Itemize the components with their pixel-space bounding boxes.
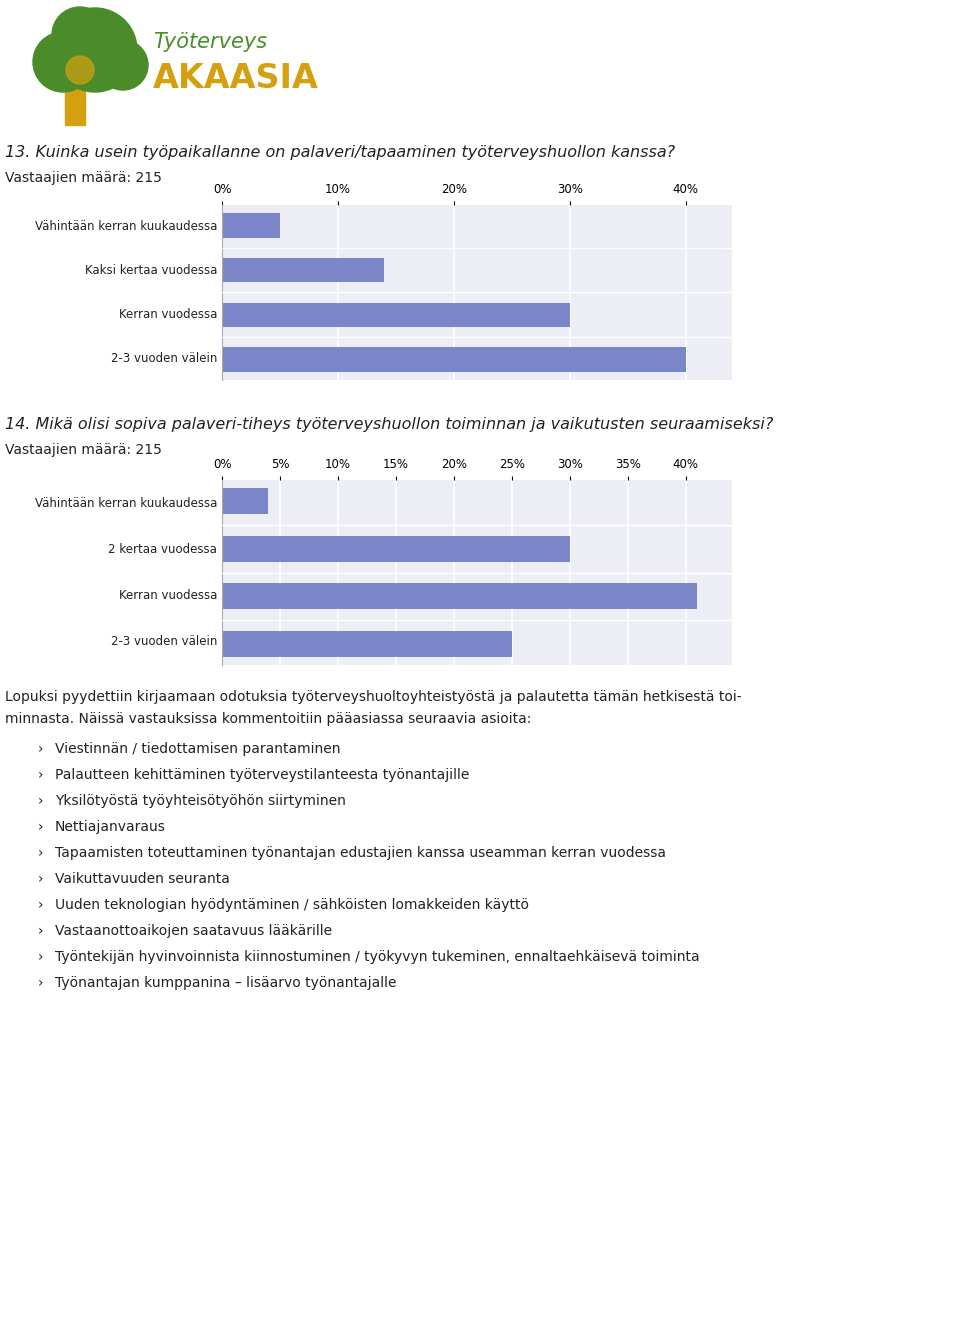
Text: Yksilötyöstä työyhteisötyöhön siirtyminen: Yksilötyöstä työyhteisötyöhön siirtymine…	[55, 794, 346, 808]
Text: ›: ›	[38, 872, 43, 886]
Text: Työntekijän hyvinvoinnista kiinnostuminen / työkyvyn tukeminen, ennaltaehkäisevä: Työntekijän hyvinvoinnista kiinnostumine…	[55, 950, 700, 964]
Text: ›: ›	[38, 768, 43, 782]
Text: 2-3 vuoden välein: 2-3 vuoden välein	[110, 352, 217, 365]
Circle shape	[53, 8, 137, 93]
Text: 2-3 vuoden välein: 2-3 vuoden välein	[110, 635, 217, 649]
Bar	[222, 214, 280, 238]
Text: Tapaamisten toteuttaminen työnantajan edustajien kanssa useamman kerran vuodessa: Tapaamisten toteuttaminen työnantajan ed…	[55, 846, 666, 860]
Circle shape	[66, 56, 94, 85]
Text: ›: ›	[38, 950, 43, 964]
Text: ›: ›	[38, 976, 43, 990]
Circle shape	[33, 32, 93, 93]
Text: Vastaajien määrä: 215: Vastaajien määrä: 215	[5, 443, 162, 457]
Text: Vähintään kerran kuukaudessa: Vähintään kerran kuukaudessa	[35, 220, 217, 234]
Bar	[222, 489, 269, 514]
Circle shape	[52, 7, 108, 63]
Bar	[222, 258, 384, 282]
Text: ›: ›	[38, 846, 43, 860]
Text: Lopuksi pyydettiin kirjaamaan odotuksia työterveyshuoltoyhteistyöstä ja palautet: Lopuksi pyydettiin kirjaamaan odotuksia …	[5, 690, 742, 704]
Text: Nettiajanvaraus: Nettiajanvaraus	[55, 821, 166, 834]
Text: Kerran vuodessa: Kerran vuodessa	[119, 308, 217, 321]
Circle shape	[98, 40, 148, 90]
Bar	[222, 302, 569, 328]
Text: ›: ›	[38, 794, 43, 808]
Polygon shape	[65, 85, 85, 125]
Bar	[222, 630, 512, 657]
Bar	[222, 536, 569, 561]
Text: ›: ›	[38, 741, 43, 756]
Text: Uuden teknologian hyödyntäminen / sähköisten lomakkeiden käyttö: Uuden teknologian hyödyntäminen / sähköi…	[55, 898, 529, 912]
Text: Viestinnän / tiedottamisen parantaminen: Viestinnän / tiedottamisen parantaminen	[55, 741, 341, 756]
Text: 2 kertaa vuodessa: 2 kertaa vuodessa	[108, 543, 217, 556]
Text: Kaksi kertaa vuodessa: Kaksi kertaa vuodessa	[84, 265, 217, 277]
Text: AKAASIA: AKAASIA	[153, 62, 319, 94]
Text: 13. Kuinka usein työpaikallanne on palaveri/tapaaminen työterveyshuollon kanssa?: 13. Kuinka usein työpaikallanne on palav…	[5, 145, 675, 160]
Text: minnasta. Näissä vastauksissa kommentoitiin pääasiassa seuraavia asioita:: minnasta. Näissä vastauksissa kommentoit…	[5, 712, 532, 727]
Text: Työnantajan kumppanina – lisäarvo työnantajalle: Työnantajan kumppanina – lisäarvo työnan…	[55, 976, 396, 990]
Text: ›: ›	[38, 898, 43, 912]
Text: Palautteen kehittäminen työterveystilanteesta työnantajille: Palautteen kehittäminen työterveystilant…	[55, 768, 469, 782]
Text: 14. Mikä olisi sopiva palaveri­tiheys työterveyshuollon toiminnan ja vaikutusten: 14. Mikä olisi sopiva palaveri­tiheys ty…	[5, 416, 774, 431]
Text: Vähintään kerran kuukaudessa: Vähintään kerran kuukaudessa	[35, 497, 217, 509]
Bar	[222, 348, 685, 372]
Text: ›: ›	[38, 821, 43, 834]
Text: Kerran vuodessa: Kerran vuodessa	[119, 590, 217, 602]
Text: Työterveys: Työterveys	[153, 32, 267, 52]
Bar	[222, 583, 697, 610]
Text: Vaikuttavuuden seuranta: Vaikuttavuuden seuranta	[55, 872, 229, 886]
Text: Vastaanottoaikojen saatavuus lääkärille: Vastaanottoaikojen saatavuus lääkärille	[55, 924, 332, 937]
Text: Vastaajien määrä: 215: Vastaajien määrä: 215	[5, 171, 162, 185]
Text: ›: ›	[38, 924, 43, 937]
